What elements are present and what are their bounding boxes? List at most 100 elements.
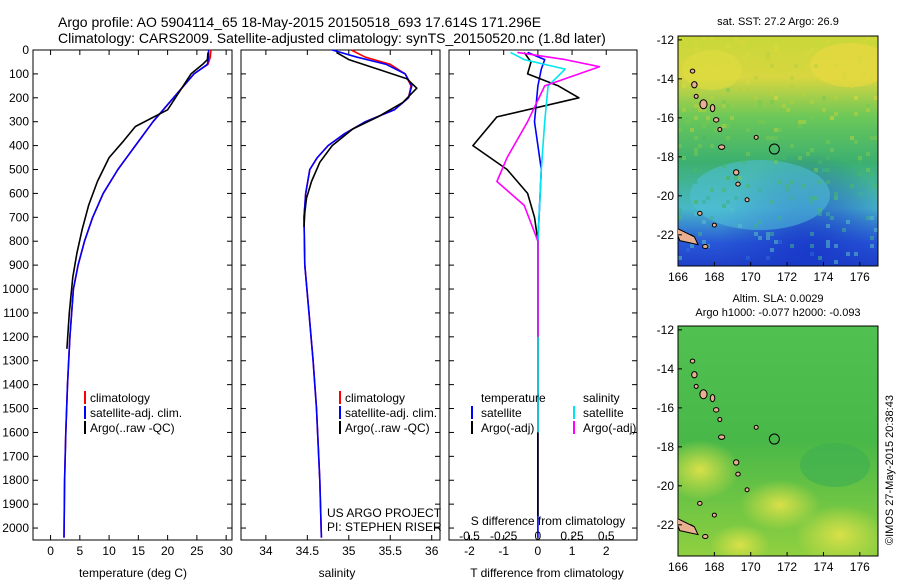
- x-tick-label: 20: [161, 544, 175, 558]
- sst-pixel: [686, 120, 690, 124]
- map-x-tick-label: 176: [850, 560, 870, 574]
- sst-pixel: [678, 208, 682, 212]
- sla-map: [678, 326, 878, 556]
- island: [717, 434, 726, 440]
- sst-pixel: [846, 252, 850, 256]
- island: [702, 244, 709, 250]
- sst-pixel: [854, 140, 858, 144]
- temperature-xlabel: temperature (deg C): [79, 566, 187, 580]
- sst-pixel: [758, 188, 762, 192]
- sst-pixel: [746, 128, 750, 132]
- sst-pixel: [786, 184, 790, 188]
- sst-pixel: [694, 136, 698, 140]
- sst-pixel: [710, 216, 714, 220]
- sst-pixel: [806, 52, 810, 56]
- sst-pixel: [810, 196, 814, 200]
- difference-plot: -2 -1 0 1 2 -0.5 -0.25 0 0.25 0.5: [449, 49, 637, 558]
- legend-t-satellite-label: satellite: [481, 406, 522, 420]
- sst-pixel: [826, 140, 830, 144]
- sst-pixel: [702, 108, 706, 112]
- sst-pixel: [710, 96, 714, 100]
- y-tick-label: 0: [22, 43, 29, 57]
- sst-pixel: [798, 124, 802, 128]
- sst-pixel: [770, 232, 774, 236]
- sst-pixel: [770, 64, 774, 68]
- sst-pixel: [790, 112, 794, 116]
- island-new-caledonia: [678, 518, 699, 536]
- sst-pixel: [834, 244, 838, 248]
- sst-pixel: [810, 232, 814, 236]
- sst-pixel: [866, 104, 870, 108]
- sst-pixel: [714, 128, 718, 132]
- sst-pixel: [866, 216, 870, 220]
- sst-pixel: [762, 120, 766, 124]
- argo-position-marker: [768, 143, 780, 155]
- s-tick-label: -0.25: [490, 529, 518, 543]
- sst-pixel: [826, 168, 830, 172]
- sst-pixel: [842, 72, 846, 76]
- map-y-tick-label: -16: [657, 111, 675, 125]
- sst-pixel: [814, 196, 818, 200]
- x-tick-label: 5: [76, 544, 83, 558]
- sst-islands: [678, 68, 759, 250]
- sst-pixel: [790, 84, 794, 88]
- sst-pixel: [678, 144, 682, 148]
- sst-pixel: [726, 200, 730, 204]
- map-x-tick-label: 170: [741, 560, 761, 574]
- sst-pixel: [706, 196, 710, 200]
- sst-pixel: [858, 192, 862, 196]
- sst-pixel: [722, 124, 726, 128]
- sst-pixel: [742, 40, 746, 44]
- sst-pixel: [854, 96, 858, 100]
- sst-pixel: [810, 252, 814, 256]
- x-tick-label: -1: [498, 544, 509, 558]
- sst-pixel: [822, 56, 826, 60]
- sst-pixel: [810, 200, 814, 204]
- x-tick-label: 30: [219, 544, 233, 558]
- sst-pixel: [690, 128, 694, 132]
- map-y-tick-label: -14: [657, 362, 675, 376]
- island: [717, 127, 723, 133]
- temperature-panel-frame: [32, 49, 233, 541]
- island: [732, 459, 740, 466]
- sst-pixel: [818, 160, 822, 164]
- y-tick-label: 500: [9, 163, 29, 177]
- sst-pixel: [694, 168, 698, 172]
- sst-pixel: [774, 48, 778, 52]
- sst-pixel: [702, 60, 706, 64]
- island: [744, 487, 750, 493]
- sst-pixel: [834, 64, 838, 68]
- sst-pixel: [834, 192, 838, 196]
- sst-pixel: [826, 212, 830, 216]
- sst-pixel: [874, 36, 878, 40]
- sst-pixel: [770, 92, 774, 96]
- salinity-plot: 34 34.5 35 35.5 36: [241, 49, 440, 558]
- argo-position-marker: [768, 433, 780, 445]
- sst-pixel: [862, 180, 866, 184]
- sst-pixel: [754, 232, 758, 236]
- sst-pixel: [802, 92, 806, 96]
- island: [711, 222, 717, 228]
- project-pi: PI: STEPHEN RISER: [327, 520, 442, 534]
- island: [711, 512, 717, 518]
- sst-pixel: [858, 160, 862, 164]
- sst-pixel: [830, 116, 834, 120]
- sst-pixel: [858, 156, 862, 160]
- sst-pixel: [790, 196, 794, 200]
- map-y-tick-label: -18: [657, 440, 675, 454]
- series-line-satellite-adj-clim: [63, 50, 210, 538]
- sst-pixel: [786, 188, 790, 192]
- salinity-legend: climatology satellite-adj. clim. Argo(..…: [339, 391, 437, 435]
- sst-pixel: [734, 36, 738, 40]
- sst-pixel: [774, 96, 778, 100]
- sst-pixel: [758, 148, 762, 152]
- series-line-argo-raw-qc: [303, 51, 418, 227]
- sst-pixel: [722, 100, 726, 104]
- sst-pixel: [790, 100, 794, 104]
- map-y-tick-label: -20: [657, 479, 675, 493]
- s-tick-label: -0.5: [459, 529, 480, 543]
- sst-cyan-patch: [690, 160, 830, 230]
- sst-pixel: [778, 180, 782, 184]
- y-tick-label: 1700: [2, 449, 29, 463]
- map-x-tick-label: 170: [741, 270, 761, 284]
